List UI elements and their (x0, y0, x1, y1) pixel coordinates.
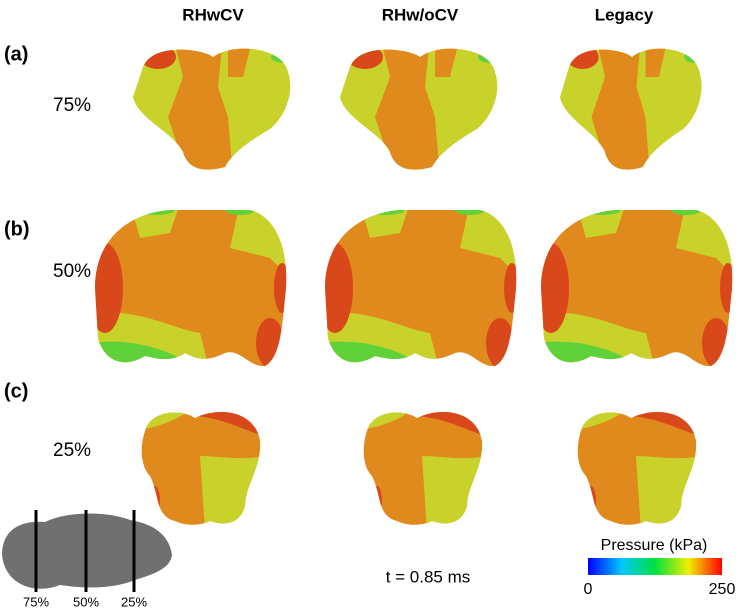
pressure-map (87, 203, 290, 373)
level-label: 50% (53, 261, 91, 282)
pressure-map (123, 37, 303, 177)
level-label: 75% (53, 95, 91, 116)
row-label: (c) (4, 380, 28, 402)
pressure-map (330, 37, 510, 177)
row-label: (a) (4, 43, 28, 65)
inset-label: 50% (73, 594, 99, 609)
pressure-map (571, 401, 701, 531)
column-header: RHw/oCV (382, 5, 459, 24)
pressure-map (135, 401, 265, 531)
time-label: t = 0.85 ms (386, 567, 471, 586)
column-header: RHwCV (182, 5, 244, 24)
pressure-map (551, 37, 713, 177)
colorbar-min: 0 (584, 581, 593, 598)
pressure-map (533, 203, 736, 373)
pressure-map (317, 203, 520, 373)
pressure-map (357, 401, 487, 531)
row-label: (b) (4, 218, 30, 240)
inset-sketch (2, 510, 172, 592)
column-header: Legacy (595, 5, 654, 24)
inset-label: 25% (121, 594, 147, 609)
inset-label: 75% (23, 594, 49, 609)
colorbar (588, 558, 722, 575)
colorbar-max: 250 (709, 581, 736, 598)
level-label: 25% (53, 440, 91, 461)
colorbar-title: Pressure (kPa) (601, 537, 708, 554)
